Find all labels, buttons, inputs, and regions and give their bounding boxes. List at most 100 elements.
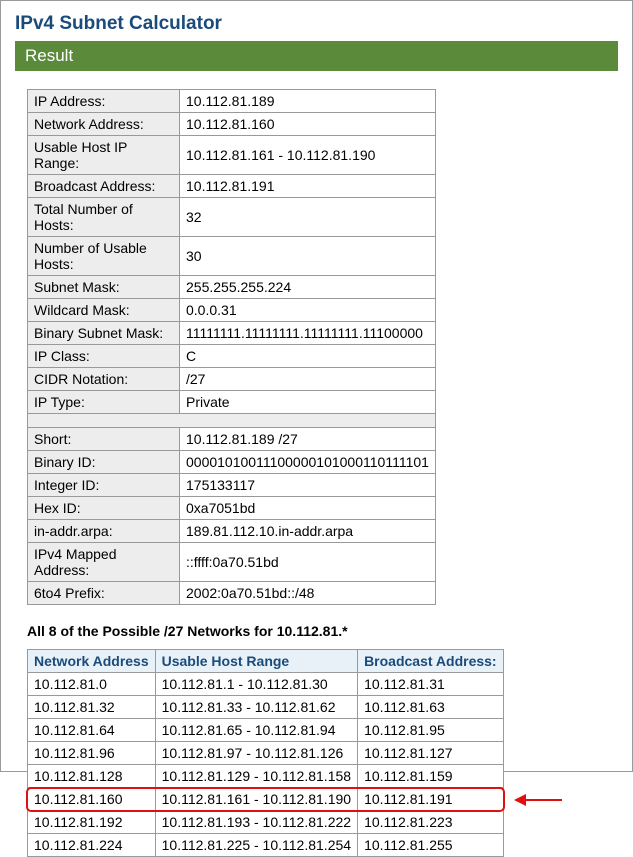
info-row: Number of Usable Hosts:30 <box>28 237 436 276</box>
info-label: 6to4 Prefix: <box>28 582 180 605</box>
page-title: IPv4 Subnet Calculator <box>15 13 618 35</box>
networks-cell: 10.112.81.31 <box>358 673 504 696</box>
networks-row: 10.112.81.12810.112.81.129 - 10.112.81.1… <box>28 765 504 788</box>
info-spacer <box>28 414 436 428</box>
networks-header-cell: Usable Host Range <box>155 650 357 673</box>
info-row: in-addr.arpa:189.81.112.10.in-addr.arpa <box>28 520 436 543</box>
info-label: Broadcast Address: <box>28 175 180 198</box>
info-value: 10.112.81.191 <box>180 175 436 198</box>
info-value: 10.112.81.189 /27 <box>180 428 436 451</box>
info-value: 11111111.11111111.11111111.11100000 <box>180 322 436 345</box>
info-row: Hex ID:0xa7051bd <box>28 497 436 520</box>
networks-cell: 10.112.81.191 <box>358 788 504 811</box>
networks-cell: 10.112.81.97 - 10.112.81.126 <box>155 742 357 765</box>
info-label: Subnet Mask: <box>28 276 180 299</box>
networks-cell: 10.112.81.0 <box>28 673 156 696</box>
info-label: Integer ID: <box>28 474 180 497</box>
networks-cell: 10.112.81.128 <box>28 765 156 788</box>
info-value: 189.81.112.10.in-addr.arpa <box>180 520 436 543</box>
info-value: ::ffff:0a70.51bd <box>180 543 436 582</box>
info-value: 10.112.81.189 <box>180 90 436 113</box>
networks-row: 10.112.81.9610.112.81.97 - 10.112.81.126… <box>28 742 504 765</box>
info-value: /27 <box>180 368 436 391</box>
info-label: IPv4 Mapped Address: <box>28 543 180 582</box>
info-label: IP Type: <box>28 391 180 414</box>
info-row: 6to4 Prefix:2002:0a70.51bd::/48 <box>28 582 436 605</box>
networks-cell: 10.112.81.33 - 10.112.81.62 <box>155 696 357 719</box>
networks-cell: 10.112.81.96 <box>28 742 156 765</box>
info-row: Total Number of Hosts:32 <box>28 198 436 237</box>
info-value: 10.112.81.160 <box>180 113 436 136</box>
info-row: Network Address:10.112.81.160 <box>28 113 436 136</box>
info-row: IP Address:10.112.81.189 <box>28 90 436 113</box>
info-row: Wildcard Mask:0.0.0.31 <box>28 299 436 322</box>
info-value: 00001010011100000101000110111101 <box>180 451 436 474</box>
info-value: 30 <box>180 237 436 276</box>
info-label: Wildcard Mask: <box>28 299 180 322</box>
networks-cell: 10.112.81.65 - 10.112.81.94 <box>155 719 357 742</box>
info-label: Hex ID: <box>28 497 180 520</box>
info-label: IP Class: <box>28 345 180 368</box>
networks-row: 10.112.81.16010.112.81.161 - 10.112.81.1… <box>28 788 504 811</box>
result-heading: Result <box>15 41 618 71</box>
networks-cell: 10.112.81.63 <box>358 696 504 719</box>
networks-cell: 10.112.81.161 - 10.112.81.190 <box>155 788 357 811</box>
info-row: IPv4 Mapped Address:::ffff:0a70.51bd <box>28 543 436 582</box>
networks-header-row: Network AddressUsable Host RangeBroadcas… <box>28 650 504 673</box>
info-value: 0xa7051bd <box>180 497 436 520</box>
info-row: CIDR Notation:/27 <box>28 368 436 391</box>
networks-cell: 10.112.81.192 <box>28 811 156 834</box>
networks-header-cell: Network Address <box>28 650 156 673</box>
info-value: 32 <box>180 198 436 237</box>
result-info-table: IP Address:10.112.81.189Network Address:… <box>27 89 436 605</box>
info-label: Network Address: <box>28 113 180 136</box>
info-row: Binary ID:000010100111000001010001101111… <box>28 451 436 474</box>
networks-header-cell: Broadcast Address: <box>358 650 504 673</box>
networks-row: 10.112.81.19210.112.81.193 - 10.112.81.2… <box>28 811 504 834</box>
info-row: IP Type:Private <box>28 391 436 414</box>
info-row: Subnet Mask:255.255.255.224 <box>28 276 436 299</box>
info-value: 10.112.81.161 - 10.112.81.190 <box>180 136 436 175</box>
info-row: Broadcast Address:10.112.81.191 <box>28 175 436 198</box>
networks-row: 10.112.81.3210.112.81.33 - 10.112.81.621… <box>28 696 504 719</box>
networks-table: Network AddressUsable Host RangeBroadcas… <box>27 649 504 857</box>
networks-cell: 10.112.81.95 <box>358 719 504 742</box>
info-value: 2002:0a70.51bd::/48 <box>180 582 436 605</box>
info-label: Binary ID: <box>28 451 180 474</box>
info-value: 175133117 <box>180 474 436 497</box>
networks-cell: 10.112.81.32 <box>28 696 156 719</box>
info-label: Short: <box>28 428 180 451</box>
networks-cell: 10.112.81.225 - 10.112.81.254 <box>155 834 357 857</box>
networks-row: 10.112.81.22410.112.81.225 - 10.112.81.2… <box>28 834 504 857</box>
networks-cell: 10.112.81.1 - 10.112.81.30 <box>155 673 357 696</box>
networks-cell: 10.112.81.224 <box>28 834 156 857</box>
info-row: Binary Subnet Mask:11111111.11111111.111… <box>28 322 436 345</box>
networks-cell: 10.112.81.160 <box>28 788 156 811</box>
networks-row: 10.112.81.6410.112.81.65 - 10.112.81.941… <box>28 719 504 742</box>
info-label: Binary Subnet Mask: <box>28 322 180 345</box>
info-value: 0.0.0.31 <box>180 299 436 322</box>
info-value: C <box>180 345 436 368</box>
info-row: Short:10.112.81.189 /27 <box>28 428 436 451</box>
networks-cell: 10.112.81.127 <box>358 742 504 765</box>
info-label: CIDR Notation: <box>28 368 180 391</box>
info-row: IP Class:C <box>28 345 436 368</box>
info-row: Integer ID:175133117 <box>28 474 436 497</box>
info-label: in-addr.arpa: <box>28 520 180 543</box>
networks-cell: 10.112.81.159 <box>358 765 504 788</box>
info-label: IP Address: <box>28 90 180 113</box>
arrow-line <box>526 799 562 801</box>
arrow-head-icon <box>514 794 526 806</box>
networks-cell: 10.112.81.193 - 10.112.81.222 <box>155 811 357 834</box>
networks-cell: 10.112.81.64 <box>28 719 156 742</box>
networks-cell: 10.112.81.223 <box>358 811 504 834</box>
info-label: Total Number of Hosts: <box>28 198 180 237</box>
networks-cell: 10.112.81.129 - 10.112.81.158 <box>155 765 357 788</box>
info-label: Usable Host IP Range: <box>28 136 180 175</box>
networks-cell: 10.112.81.255 <box>358 834 504 857</box>
info-row: Usable Host IP Range:10.112.81.161 - 10.… <box>28 136 436 175</box>
info-label: Number of Usable Hosts: <box>28 237 180 276</box>
info-value: 255.255.255.224 <box>180 276 436 299</box>
networks-row: 10.112.81.010.112.81.1 - 10.112.81.3010.… <box>28 673 504 696</box>
info-value: Private <box>180 391 436 414</box>
